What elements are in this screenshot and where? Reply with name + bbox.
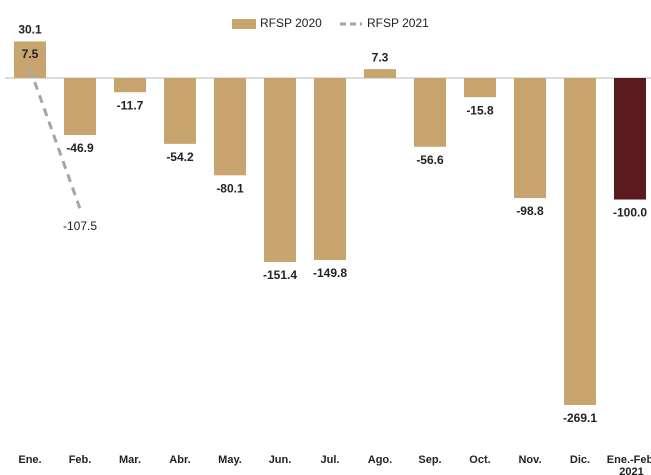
data-label: -151.4 (263, 268, 297, 282)
bar (64, 78, 96, 135)
x-tick-label: Oct. (469, 454, 490, 466)
data-label: -149.8 (313, 266, 347, 280)
x-tick-label: Feb. (69, 454, 92, 466)
legend-label: RFSP 2020 (260, 16, 322, 30)
bar (114, 78, 146, 93)
data-label: -80.1 (216, 182, 244, 196)
bar (414, 78, 446, 147)
data-label: -98.8 (516, 204, 544, 218)
x-tick-label: Sep. (418, 454, 441, 466)
data-label: 7.3 (372, 50, 389, 64)
data-label: -269.1 (563, 411, 597, 425)
data-label: -100.0 (613, 206, 647, 220)
bar (464, 78, 496, 98)
data-label: -11.7 (117, 98, 144, 112)
data-label: 30.1 (18, 23, 42, 37)
data-label: -54.2 (166, 150, 194, 164)
x-tick-label: May. (218, 454, 242, 466)
x-tick-label: Dic. (570, 454, 590, 466)
bar (364, 69, 396, 79)
data-label: -56.6 (416, 153, 444, 167)
x-tick-label: Ene.-Feb 2021 (607, 454, 651, 475)
x-tick-label: Jul. (321, 454, 340, 466)
bar (514, 78, 546, 199)
bar (614, 78, 646, 200)
line (28, 68, 82, 210)
bar (264, 78, 296, 262)
x-tick-label: Jun. (269, 454, 292, 466)
legend-label: RFSP 2021 (367, 16, 429, 30)
data-label: -46.9 (66, 141, 94, 155)
x-tick-label: Ago. (368, 454, 392, 466)
x-tick-label: Abr. (169, 454, 190, 466)
x-tick-label: Nov. (518, 454, 541, 466)
bar (164, 78, 196, 144)
bar (314, 78, 346, 261)
legend-swatch (232, 19, 256, 29)
bar (564, 78, 596, 406)
line-label: -107.5 (63, 219, 97, 233)
x-tick-label: Ene. (18, 454, 41, 466)
bar (214, 78, 246, 176)
data-label: -15.8 (466, 103, 494, 117)
line-label: 7.5 (22, 47, 39, 61)
x-tick-label: Mar. (119, 454, 141, 466)
